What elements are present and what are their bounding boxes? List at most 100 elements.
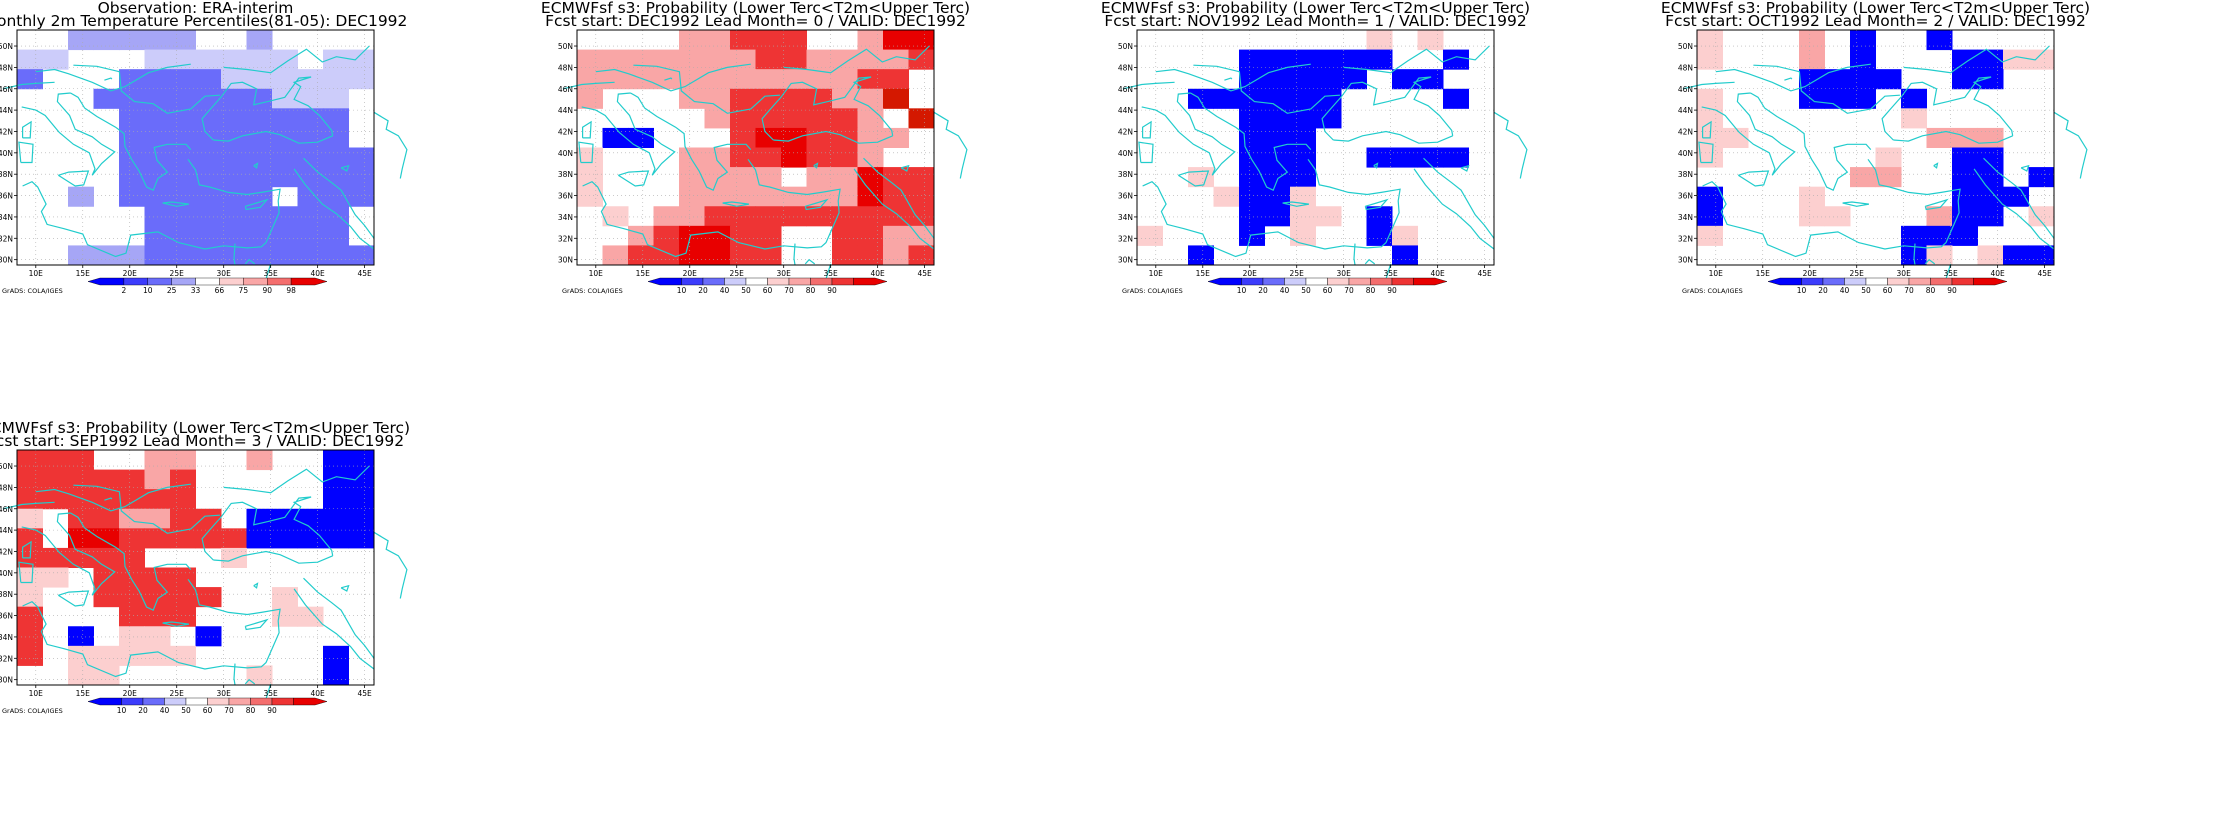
heatmap-cell (68, 626, 94, 647)
heatmap-cell (857, 69, 884, 90)
heatmap-cell (1264, 167, 1291, 188)
colorbar-segment (1801, 277, 1824, 286)
heatmap-cell (297, 245, 324, 266)
heatmap-cell (297, 69, 324, 90)
lat-tick-label: 30N (1118, 256, 1133, 265)
colorbar-segment (1767, 277, 1802, 286)
heatmap-cell (68, 30, 94, 51)
colorbar-segment (647, 277, 682, 286)
heatmap-cell (1926, 225, 1953, 246)
coastline (1373, 162, 1379, 169)
colorbar-label: 10 (143, 286, 153, 295)
heatmap-cell (1315, 69, 1342, 90)
colorbar-label: 40 (720, 286, 730, 295)
colorbar-label: 20 (1818, 286, 1828, 295)
coastline (813, 162, 819, 169)
colorbar-segment (123, 277, 148, 286)
heatmap-cell (1875, 69, 1902, 90)
lat-tick-label: 46N (558, 85, 573, 94)
lat-tick-label: 46N (0, 85, 13, 94)
heatmap-cell (170, 245, 196, 266)
heatmap-cell (170, 450, 196, 471)
heatmap-cell (323, 245, 349, 266)
colorbar-label: 25 (167, 286, 177, 295)
heatmap-cell (144, 489, 171, 510)
coastline (1715, 63, 1871, 92)
heatmap-cell (628, 225, 654, 246)
heatmap-cell (2003, 49, 2029, 70)
coastline (1282, 201, 1310, 207)
heatmap-cell (857, 88, 884, 109)
heatmap-cell (755, 127, 782, 148)
colorbar-segment (171, 277, 196, 286)
coastlines (2, 465, 408, 700)
colorbar-segment (271, 697, 294, 706)
coastline (793, 243, 796, 266)
coastline (1413, 168, 1495, 250)
heatmap-cell (272, 206, 298, 227)
heatmap-cell (195, 108, 222, 129)
heatmap-cell (195, 528, 222, 549)
heatmap-cell (119, 626, 145, 647)
heatmap-cell (144, 127, 171, 148)
heatmap-cell (246, 127, 273, 148)
coastline (1343, 45, 1490, 74)
heatmap-cell (246, 225, 273, 246)
chart-title-line: Fcst start: DEC1992 Lead Month= 0 / VALI… (545, 12, 966, 30)
lon-tick-label: 15E (636, 269, 651, 278)
coastline (22, 120, 32, 139)
chart-title-line: ECMWFsf s3: Probability (Lower Terc<T2m<… (0, 419, 410, 437)
heatmap-cell (730, 186, 756, 207)
heatmap-cell (68, 665, 94, 686)
heatmap-cell (246, 147, 273, 168)
heatmap-cell (1366, 206, 1393, 227)
colorbar-label: 10 (677, 286, 687, 295)
heatmap-cell (2028, 49, 2055, 70)
plot-frame (16, 449, 375, 686)
heatmap-cell (832, 206, 858, 227)
coastline (617, 170, 650, 187)
coastline (201, 76, 334, 141)
heatmap-cell (323, 88, 349, 109)
colorbar-segment (1370, 277, 1393, 286)
lat-tick-label: 44N (1118, 106, 1133, 115)
lat-tick-label: 34N (0, 213, 13, 222)
coastline (664, 77, 673, 81)
heatmap-cell (602, 245, 629, 266)
heatmap-cell (1239, 167, 1265, 188)
lat-tick-label: 44N (0, 526, 13, 535)
coastlines (1122, 45, 1528, 280)
coastline (633, 64, 780, 114)
heatmap-cell (1366, 30, 1393, 51)
coastline (1364, 258, 1376, 265)
heatmap-cell (170, 127, 196, 148)
heatmap-cell (908, 49, 935, 70)
heatmap-cell (68, 245, 94, 266)
heatmap-cell (832, 69, 858, 90)
lon-tick-label: 35E (1944, 269, 1959, 278)
coastline (1141, 92, 1236, 176)
colorbar-segment (724, 277, 747, 286)
coastline (303, 157, 375, 239)
heatmap-cell (755, 147, 782, 168)
colorbar-label: 50 (1861, 286, 1871, 295)
colorbar-segment (164, 697, 187, 706)
heatmap-cell (323, 108, 349, 129)
heatmap-cell (1239, 49, 1265, 70)
heatmap-cell (577, 69, 603, 90)
grads-credit: GrADS: COLA/IGES (2, 287, 63, 295)
heatmap-cell (272, 587, 298, 608)
heatmap-cell (221, 147, 247, 168)
lon-tick-label: 30E (217, 269, 232, 278)
heatmap-cell (883, 69, 909, 90)
heatmap-cell (1799, 186, 1825, 207)
lat-tick-label: 42N (1118, 127, 1133, 136)
heatmap-cell (323, 489, 349, 510)
heatmap-cell (755, 30, 782, 51)
heatmap-cell (93, 567, 120, 588)
grads-credit: GrADS: COLA/IGES (1682, 287, 1743, 295)
heatmap-cell (704, 225, 731, 246)
lat-tick-label: 36N (1678, 192, 1693, 201)
heatmap-cell (272, 127, 298, 148)
heatmap-cell (323, 508, 349, 529)
